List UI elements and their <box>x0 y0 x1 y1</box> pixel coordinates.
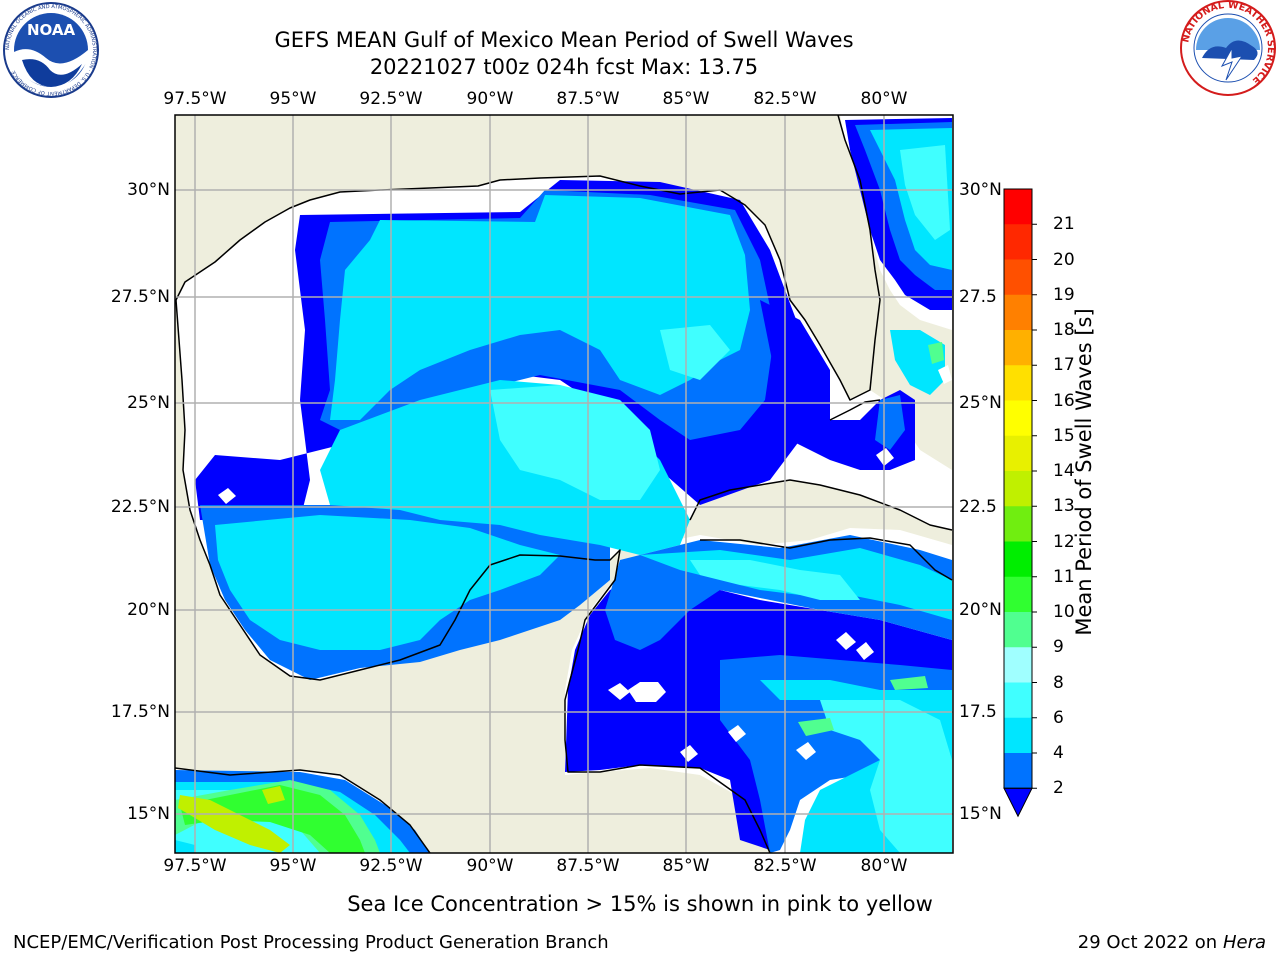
date-text: 29 Oct 2022 on <box>1077 932 1223 953</box>
no-data-spots <box>218 365 952 762</box>
lat-label-left: 22.5°N <box>110 497 170 517</box>
colorbar-tick-label: 20 <box>1053 249 1075 270</box>
colorbar-bin <box>1004 576 1032 613</box>
noaa-logo-text: NOAA <box>27 21 76 39</box>
colorbar-bin <box>1004 471 1032 507</box>
colorbar-bin <box>1004 612 1032 648</box>
colorbar-bin <box>1004 330 1032 366</box>
colorbar-tick-label: 6 <box>1053 707 1064 728</box>
lon-label-bottom: 82.5°W <box>753 856 817 876</box>
coastlines <box>175 115 953 853</box>
lat-label-left: 20°N <box>127 600 170 620</box>
lat-label-left: 30°N <box>127 180 170 200</box>
swell-field <box>175 118 952 853</box>
map-area <box>175 115 953 853</box>
chart-subtitle: 20221027 t00z 024h fcst Max: 13.75 <box>369 55 759 79</box>
noaa-logo: NOAA NATIONAL OCEANIC AND ATMOSPHERIC AD… <box>3 2 99 98</box>
colorbar-bin <box>1004 647 1032 683</box>
colorbar-tick-label: 2 <box>1053 778 1064 799</box>
lat-label-right: 15°N <box>959 804 1002 824</box>
colorbar-tick-label: 14 <box>1053 461 1075 481</box>
sea-ice-note: Sea Ice Concentration > 15% is shown in … <box>347 892 933 916</box>
colorbar-tick-label: 21 <box>1053 214 1075 235</box>
colorbar-bin <box>1004 435 1032 472</box>
colorbar-bin <box>1004 541 1032 578</box>
lat-label-right: 25°N <box>959 393 1002 413</box>
lon-label-top: 92.5°W <box>359 89 423 109</box>
lat-label-right: 27.5 <box>959 287 997 307</box>
lon-label-bottom: 85°W <box>662 856 710 876</box>
lon-label-top: 95°W <box>269 89 317 109</box>
colorbar-tick-label: 10 <box>1053 602 1075 622</box>
credit-text: NCEP/EMC/Verification Post Processing Pr… <box>13 932 609 953</box>
lat-label-left: 15°N <box>127 804 170 824</box>
host-name: Hera <box>1222 932 1266 953</box>
lat-label-right: 30°N <box>959 180 1002 200</box>
lon-label-top: 87.5°W <box>556 89 620 109</box>
lon-label-top: 90°W <box>466 89 514 109</box>
colorbar-title: Mean Period of Swell Waves [s] <box>1072 308 1096 636</box>
map-frame <box>174 114 954 854</box>
colorbar-tick-label: 18 <box>1053 320 1075 340</box>
lon-label-bottom: 95°W <box>269 856 317 876</box>
lon-label-bottom: 80°W <box>860 856 908 876</box>
lon-label-bottom: 92.5°W <box>359 856 423 876</box>
colorbar-tick-label: 12 <box>1053 531 1075 552</box>
colorbar-bin <box>1004 400 1032 437</box>
graticule <box>175 115 953 853</box>
colorbar-extend-triangle <box>1003 787 1033 818</box>
lat-label-right: 22.5 <box>959 497 997 517</box>
lon-label-top: 97.5°W <box>163 89 227 109</box>
colorbar-tick-label: 8 <box>1053 672 1064 693</box>
colorbar-frame <box>1003 188 1033 789</box>
lat-label-left: 25°N <box>127 393 170 413</box>
colorbar-bin <box>1004 682 1032 719</box>
lat-label-left: 27.5°N <box>110 287 170 307</box>
colorbar-bin <box>1004 224 1032 260</box>
colorbar-bin <box>1004 717 1032 754</box>
colorbar-tick-label: 9 <box>1053 637 1064 658</box>
colorbar-bin <box>1004 189 1032 225</box>
lon-label-top: 80°W <box>860 89 908 109</box>
lat-label-left: 17.5°N <box>110 702 170 722</box>
colorbar-tick-label: 13 <box>1053 496 1075 517</box>
colorbar-tick-label: 4 <box>1053 743 1064 763</box>
colorbar-bin <box>1004 259 1032 296</box>
lon-label-top: 82.5°W <box>753 89 817 109</box>
colorbar-bin <box>1004 294 1032 331</box>
nws-logo: NATIONAL WEATHER SERVICE <box>1180 0 1276 96</box>
colorbar-tick-label: 19 <box>1053 284 1075 305</box>
lon-label-bottom: 97.5°W <box>163 856 227 876</box>
colorbar-tick-label: 15 <box>1053 425 1075 446</box>
colorbar <box>1003 188 1037 818</box>
colorbar-tick-label: 11 <box>1053 566 1075 587</box>
colorbar-bin <box>1004 753 1032 789</box>
colorbar-bin <box>1004 506 1032 542</box>
colorbar-tick-label: 17 <box>1053 355 1075 376</box>
lon-label-bottom: 90°W <box>466 856 514 876</box>
lat-label-right: 20°N <box>959 600 1002 620</box>
colorbar-tick-label: 16 <box>1053 390 1075 411</box>
lon-label-bottom: 87.5°W <box>556 856 620 876</box>
lon-label-top: 85°W <box>662 89 710 109</box>
colorbar-bin <box>1004 365 1032 401</box>
date-stamp: 29 Oct 2022 on Hera <box>1078 932 1266 954</box>
chart-title: GEFS MEAN Gulf of Mexico Mean Period of … <box>274 28 854 52</box>
lat-label-right: 17.5 <box>959 702 997 722</box>
